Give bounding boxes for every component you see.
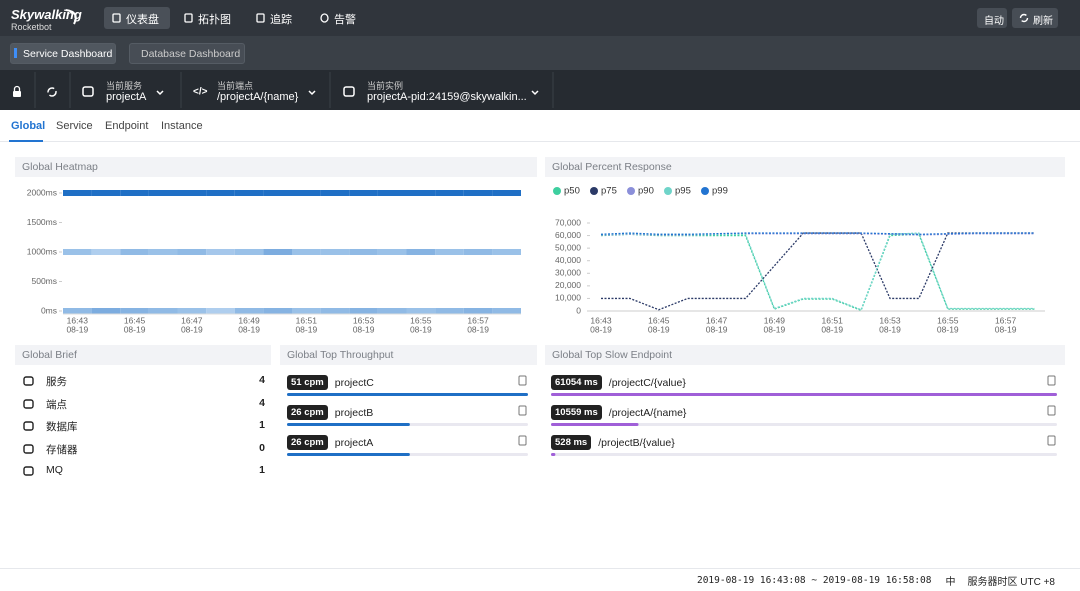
brief-label: MQ <box>46 464 63 476</box>
brief-value: 1 <box>259 419 265 431</box>
dashboard-tab[interactable]: Service Dashboard <box>10 43 116 64</box>
logo-sub: Rocketbot <box>11 22 52 32</box>
value-badge: 10559 ms <box>551 405 602 420</box>
brief-value: 1 <box>259 464 265 476</box>
nav-label: 告警 <box>334 14 356 26</box>
nav-item[interactable] <box>104 7 170 29</box>
nav-label: 追踪 <box>270 14 292 26</box>
list-row[interactable]: 528 ms/projectB/{value} <box>551 435 1045 450</box>
item-name: /projectC/{value} <box>608 376 686 389</box>
header-button[interactable]: 刷新 <box>1012 8 1058 28</box>
footer: 2019-08-19 16:43:08 ~ 2019-08-19 16:58:0… <box>696 573 1055 588</box>
item-name: /projectB/{value} <box>598 436 675 449</box>
item-name: projectA <box>334 436 374 449</box>
panel-header: Global Heatmap <box>15 157 537 177</box>
brief-label: 端点 <box>46 399 67 411</box>
selector-value: /projectA/{name} <box>217 91 299 103</box>
brief-label: 服务 <box>46 376 67 388</box>
time-range[interactable]: 2019-08-19 16:43:08 ~ 2019-08-19 16:58:0… <box>696 574 932 586</box>
selector-value: projectA-pid:24159@skywalkin... <box>367 91 527 103</box>
list-row[interactable]: 26 cpm projectB <box>287 405 516 420</box>
tabs-bar <box>0 110 1080 142</box>
panel-header: Global Top Slow Endpoint <box>545 345 1065 365</box>
tab[interactable]: Service <box>56 120 93 132</box>
value-badge: 26 cpm <box>287 435 328 450</box>
nav-label: 拓扑图 <box>198 14 231 26</box>
nav-label: 仪表盘 <box>126 14 159 26</box>
brief-value: 0 <box>259 442 265 454</box>
item-name: projectB <box>334 406 374 419</box>
list-row[interactable]: 26 cpm projectA <box>287 435 516 450</box>
value-badge: 26 cpm <box>287 405 328 420</box>
value-badge: 528 ms <box>551 435 592 450</box>
selector-value: projectA <box>106 91 147 103</box>
footer-line <box>0 568 1080 569</box>
item-name: projectC <box>334 376 374 389</box>
dashboard-tab[interactable]: Database Dashboard <box>129 43 245 64</box>
item-name: /projectA/{name} <box>608 406 687 419</box>
list-row[interactable]: 51 cpm projectC <box>287 375 516 390</box>
value-badge: 61054 ms <box>551 375 602 390</box>
brief-label: 存储器 <box>46 444 78 456</box>
header-button[interactable]: 自动 <box>977 8 1007 28</box>
brief-value: 4 <box>259 374 265 386</box>
selector-label: 当前服务 <box>106 81 143 91</box>
logo: Skywalking <box>11 7 82 22</box>
brief-value: 4 <box>259 397 265 409</box>
tab[interactable]: Instance <box>161 120 203 132</box>
panel-header: Global Percent Response <box>545 157 1065 177</box>
tab[interactable]: Endpoint <box>105 120 149 132</box>
list-row[interactable]: 61054 ms/projectC/{value} <box>551 375 1045 390</box>
list-row[interactable]: 10559 ms/projectA/{name} <box>551 405 1045 420</box>
selector-label: 当前端点 <box>217 81 254 91</box>
selector-bar <box>0 70 1080 110</box>
panel-header: Global Top Throughput <box>280 345 537 365</box>
brief-label: 数据库 <box>46 421 78 433</box>
language[interactable]: 中 <box>945 576 956 588</box>
panel-header: Global Brief <box>15 345 271 365</box>
tab[interactable]: Global <box>11 120 46 132</box>
value-badge: 51 cpm <box>287 375 328 390</box>
top-bar <box>0 0 1080 36</box>
timezone: 服务器时区 UTC +8 <box>967 576 1055 588</box>
selector-label: 当前实例 <box>367 81 404 91</box>
